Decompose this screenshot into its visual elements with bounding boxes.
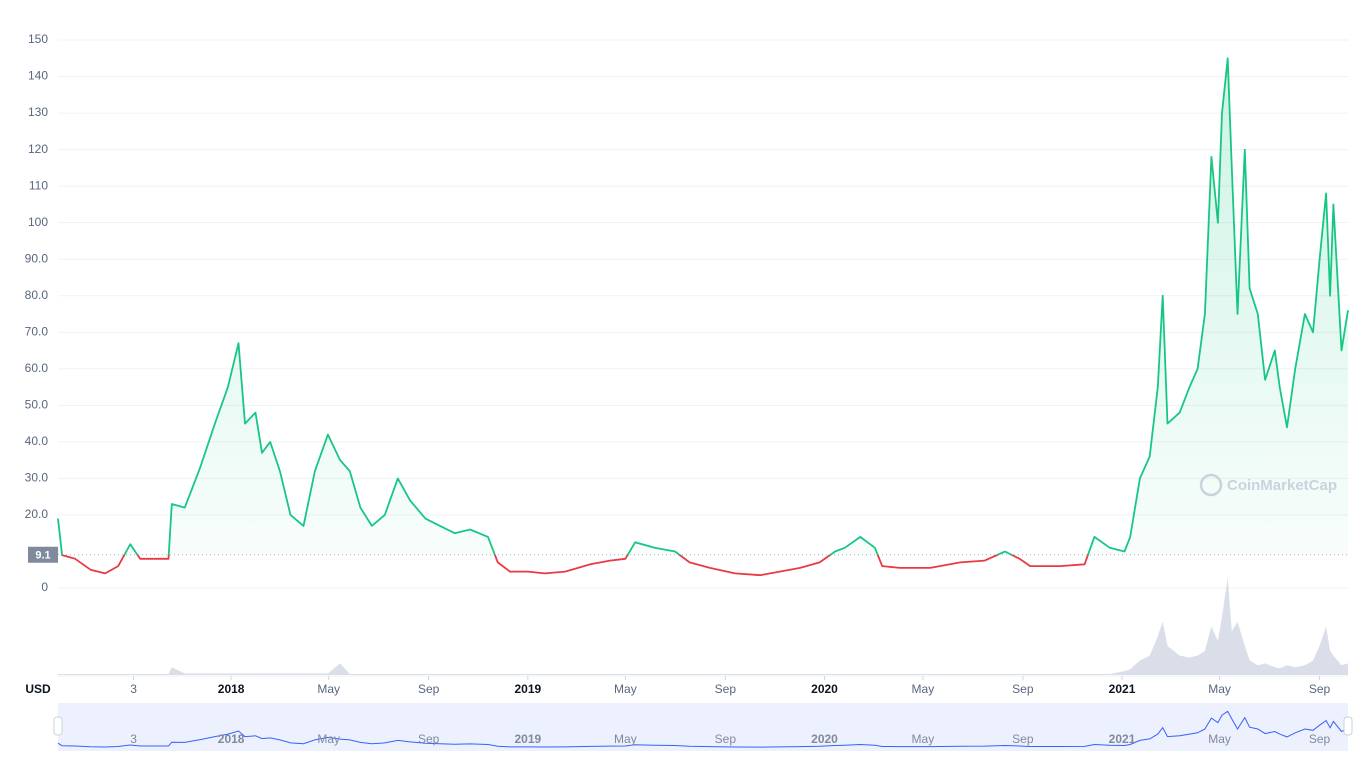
x-tick-label: 2020 [811,682,838,696]
y-tick-label: 110 [29,178,48,192]
reference-badge [28,546,58,563]
y-tick-label: 100 [28,215,48,229]
navigator-tick-label: 2020 [811,732,838,746]
x-tick-label: 2018 [218,682,245,696]
x-tick-label: Sep [715,682,737,696]
navigator-tick-label: Sep [715,732,737,746]
x-tick-label: 2019 [514,682,541,696]
y-tick-label: 30.0 [25,471,49,485]
x-tick-label: Sep [418,682,440,696]
y-tick-label: 70.0 [25,324,49,338]
navigator-tick-label: Sep [1012,732,1034,746]
y-tick-label: 60.0 [25,361,49,375]
navigator-tick-label: 2018 [218,732,245,746]
price-line [57,57,1349,577]
price-area [58,58,1348,555]
x-tick-label: May [1208,682,1231,696]
currency-label: USD [25,682,51,696]
navigator-tick-label: May [912,732,935,746]
x-tick-label: 2021 [1109,682,1136,696]
x-tick-label: May [614,682,637,696]
navigator-handle [1343,716,1353,736]
volume-area [58,578,1348,675]
navigator-tick-label: May [317,732,340,746]
navigator-tick-label: Sep [1309,732,1331,746]
y-tick-label: 150 [28,32,48,46]
plot: 0 20.0 30.0 40.0 50.0 60.0 70.0 80.0 90.0 100 110 1… [25,32,1353,751]
navigator-tick-label: May [614,732,637,746]
x-tick-label: Sep [1012,682,1034,696]
y-tick-label: 40.0 [25,434,49,448]
x-tick-label: Sep [1309,682,1331,696]
navigator-bg [58,703,1348,751]
navigator-tick-label: 2019 [514,732,541,746]
y-tick-label: 120 [28,142,48,156]
y-tick-label: 20.0 [25,507,49,521]
watermark-logo [1199,473,1223,497]
y-tick-label: 0 [41,580,48,594]
navigator-tick-label: 3 [130,732,137,746]
watermark: CoinMarketCap [1227,477,1337,494]
x-tick-label: May [912,682,935,696]
y-tick-label: 50.0 [25,398,49,412]
y-tick-label: 140 [28,69,48,83]
navigator-tick-label: Sep [418,732,440,746]
x-tick-label: 3 [130,682,137,696]
navigator-line [57,710,1349,748]
navigator-handle [53,716,63,736]
navigator-tick-label: 2021 [1109,732,1136,746]
y-tick-label: 80.0 [25,288,49,302]
x-tick-label: May [317,682,340,696]
y-tick-label: 130 [28,105,48,119]
navigator-tick-label: May [1208,732,1231,746]
y-tick-label: 90.0 [25,251,49,265]
reference-label: 9.1 [35,550,50,562]
